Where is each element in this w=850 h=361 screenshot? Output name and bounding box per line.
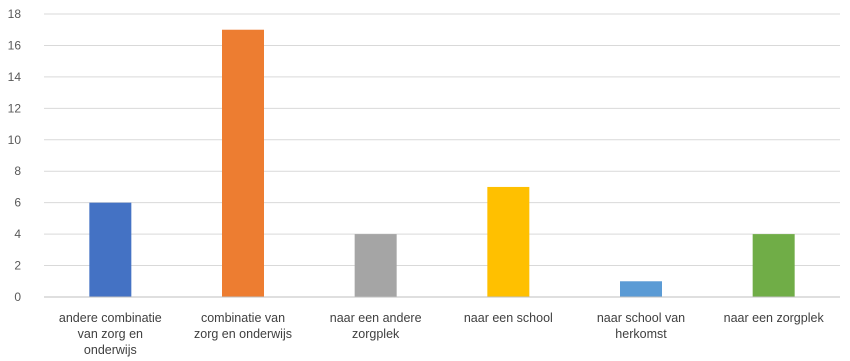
category-label-4: naar een school [464, 311, 553, 325]
category-label-line: naar school van [597, 311, 685, 325]
bar-5 [620, 281, 662, 297]
category-label-line: naar een andere [330, 311, 422, 325]
category-label-line: zorgplek [352, 327, 400, 341]
bar-2 [222, 29, 264, 297]
y-tick-label: 12 [8, 101, 22, 115]
category-label-1: andere combinatie van zorg en onderwijs [59, 311, 162, 357]
x-axis-category-labels: andere combinatie van zorg en onderwijs com… [59, 311, 825, 357]
category-label-line: naar een school [464, 311, 553, 325]
gridlines [44, 13, 840, 267]
y-tick-label: 0 [14, 290, 21, 304]
y-tick-label: 2 [14, 259, 21, 273]
bar-3 [354, 234, 397, 297]
y-tick-label: 18 [8, 7, 22, 21]
bar-6 [752, 234, 795, 297]
y-tick-label: 14 [8, 70, 22, 84]
y-tick-label: 8 [14, 164, 21, 178]
category-label-line: combinatie van [201, 311, 285, 325]
category-label-line: herkomst [615, 327, 667, 341]
category-label-line: van zorg en [78, 327, 143, 341]
category-label-line: naar een zorgplek [724, 311, 825, 325]
y-tick-label: 6 [14, 196, 21, 210]
category-label-line: onderwijs [84, 343, 137, 357]
bar-1 [89, 202, 132, 297]
category-label-line: zorg en onderwijs [194, 327, 292, 341]
category-label-5: naar school van herkomst [597, 311, 685, 341]
y-tick-label: 4 [14, 227, 21, 241]
y-tick-label: 16 [8, 38, 22, 52]
category-label-3: naar een andere zorgplek [330, 311, 422, 341]
bar-4 [487, 186, 530, 297]
y-axis-tick-labels: 0 2 4 6 8 10 12 14 16 18 [8, 7, 22, 304]
y-tick-label: 10 [8, 133, 22, 147]
category-label-line: andere combinatie [59, 311, 162, 325]
category-label-6: naar een zorgplek [724, 311, 825, 325]
bars [89, 29, 795, 297]
category-label-2: combinatie van zorg en onderwijs [194, 311, 292, 341]
